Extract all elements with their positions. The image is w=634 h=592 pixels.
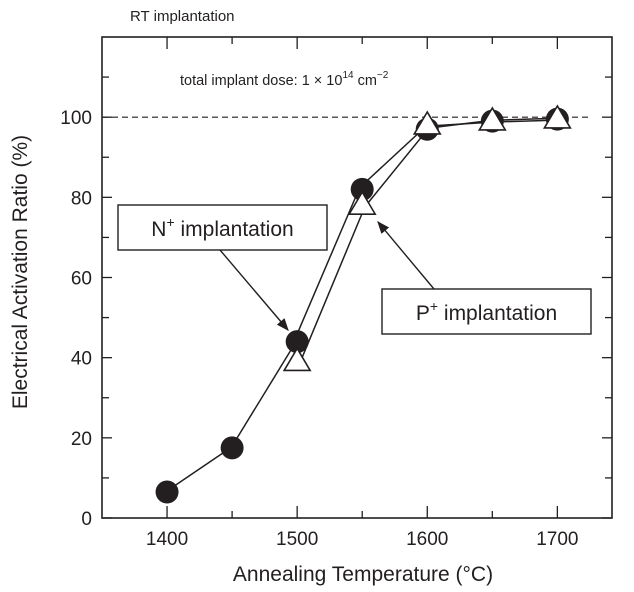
n-implant-callout-arrow	[219, 249, 289, 331]
p-implant-point	[282, 346, 312, 372]
plot-border	[101, 36, 613, 519]
x-tick-label: 1700	[536, 529, 578, 550]
n-implant-callout-label: N+ implantation	[151, 214, 293, 241]
n-implant-point	[220, 436, 244, 460]
y-tick-label: 20	[71, 429, 92, 450]
series-n-segment	[359, 126, 426, 188]
y-tick-label: 80	[71, 188, 92, 209]
series-p-segment	[299, 206, 366, 364]
plot-frame	[101, 36, 613, 519]
axis-ticks	[102, 37, 612, 519]
p-implant-point	[477, 106, 507, 131]
p-implant-point	[347, 190, 377, 215]
series-markers	[155, 104, 572, 504]
x-tick-label: 1500	[276, 529, 318, 550]
x-tick-label: 1600	[406, 529, 448, 550]
n-implant-point	[155, 480, 179, 504]
x-tick-label: 1400	[146, 529, 188, 550]
tick-labels: 1400 1500 1600 1700 0 20 40 60 80 100	[60, 108, 578, 550]
n-implant-point	[285, 330, 309, 354]
p-implant-point	[412, 110, 442, 135]
series-n-segment	[166, 446, 233, 492]
dose-annotation: total implant dose: 1 × 1014 cm−2	[180, 70, 389, 89]
n-implant-point	[350, 177, 374, 201]
y-tick-label: 100	[60, 108, 92, 129]
p-implant-callout-box	[381, 288, 592, 335]
chart-title: RT implantation	[130, 8, 235, 25]
y-tick-label: 60	[71, 269, 92, 290]
x-axis-label: Annealing Temperature (°C)	[233, 563, 493, 586]
p-implant-point	[542, 104, 572, 129]
y-tick-label: 40	[71, 349, 92, 370]
callouts: N+ implantation P+ implantation	[117, 204, 592, 335]
n-implant-callout-box	[117, 204, 328, 251]
p-implant-callout-label: P+ implantation	[416, 298, 557, 325]
y-tick-label: 0	[81, 509, 92, 530]
p-implant-callout-arrow	[377, 221, 435, 290]
y-axis-label: Electrical Activation Ratio (%)	[9, 135, 32, 409]
series-n-segment	[293, 187, 361, 341]
series-p-segment	[363, 126, 431, 208]
series-n-segment	[230, 340, 298, 448]
